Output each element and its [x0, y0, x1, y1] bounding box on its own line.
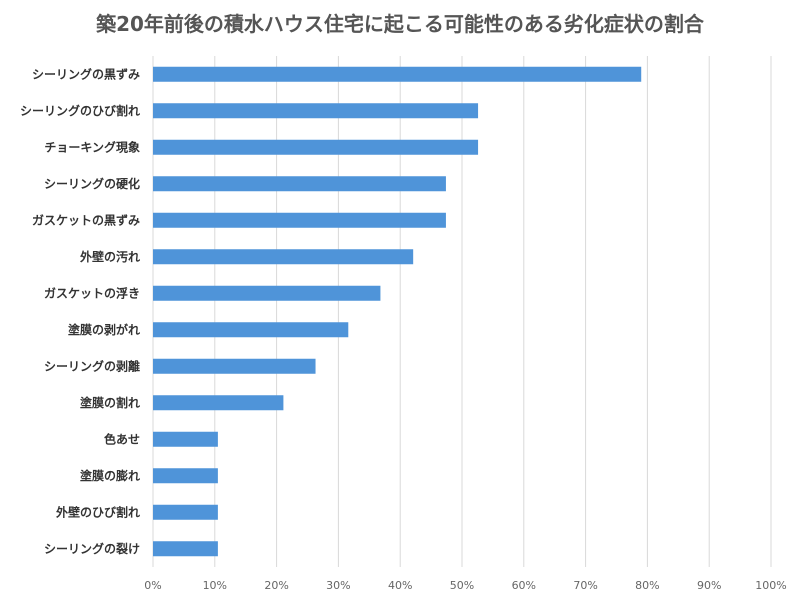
- bar: [153, 395, 284, 411]
- x-tick-label: 40%: [388, 579, 412, 592]
- bar: [153, 322, 349, 338]
- category-label: ガスケットの浮き: [44, 285, 140, 300]
- x-tick-label: 10%: [203, 579, 227, 592]
- category-label: ガスケットの黒ずみ: [32, 212, 140, 227]
- category-label: 塗膜の膨れ: [80, 468, 140, 483]
- bar: [153, 504, 218, 520]
- x-tick-label: 20%: [264, 579, 288, 592]
- category-label: 外壁の汚れ: [80, 249, 140, 264]
- tick-labels: 0% 10% 20% 30% 40% 50% 60% 70% 80% 90% 100%: [144, 579, 786, 592]
- category-labels: シーリングの黒ずみシーリングのひび割れチョーキング現象シーリングの硬化ガスケット…: [20, 66, 140, 556]
- bar: [153, 139, 479, 155]
- category-label: シーリングのひび割れ: [20, 103, 140, 118]
- category-label: 外壁のひび割れ: [56, 504, 140, 519]
- x-tick-label: 60%: [512, 579, 536, 592]
- category-label: 塗膜の割れ: [80, 395, 140, 410]
- x-tick-label: 100%: [755, 579, 786, 592]
- bar: [153, 285, 381, 301]
- bar: [153, 66, 642, 82]
- x-tick-label: 70%: [573, 579, 597, 592]
- x-tick-label: 90%: [697, 579, 721, 592]
- category-label: 色あせ: [104, 431, 140, 446]
- category-label: シーリングの剥離: [44, 358, 140, 373]
- bars: [153, 66, 642, 557]
- bar: [153, 176, 446, 192]
- grid-lines: [152, 56, 772, 567]
- bar: [153, 212, 446, 228]
- category-label: シーリングの裂け: [44, 541, 140, 556]
- category-label: チョーキング現象: [44, 139, 140, 154]
- chart-title: 築20年前後の積水ハウス住宅に起こる可能性のある劣化症状の割合: [96, 12, 704, 36]
- x-tick-label: 30%: [326, 579, 350, 592]
- x-tick-label: 0%: [144, 579, 161, 592]
- bar: [153, 103, 479, 119]
- bar: [153, 358, 316, 374]
- bar: [153, 431, 218, 447]
- bar: [153, 249, 414, 265]
- category-label: シーリングの黒ずみ: [32, 66, 140, 81]
- bar: [153, 541, 218, 557]
- category-label: シーリングの硬化: [44, 176, 140, 191]
- x-tick-label: 80%: [635, 579, 659, 592]
- x-tick-label: 50%: [450, 579, 474, 592]
- category-label: 塗膜の剥がれ: [68, 322, 140, 337]
- bar: [153, 468, 218, 484]
